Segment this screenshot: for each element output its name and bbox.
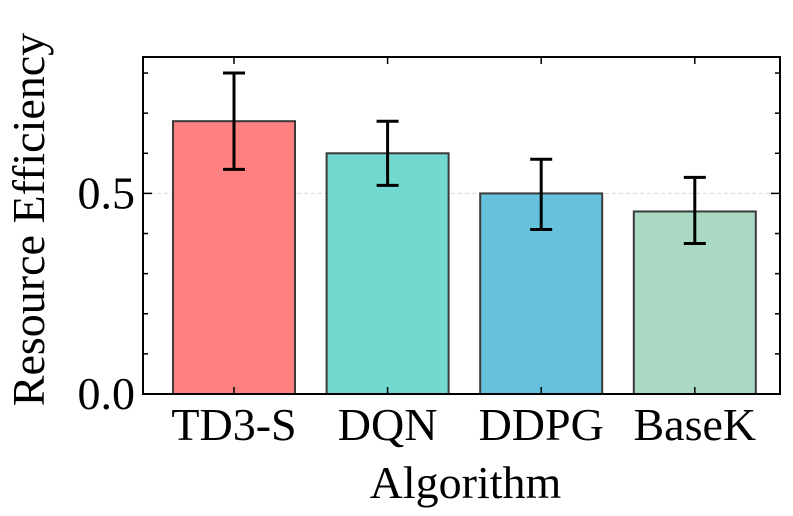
ticks-layer (143, 57, 780, 395)
x-tick-label: DDPG (479, 399, 604, 450)
x-tick-label: BaseK (633, 399, 756, 450)
y-tick-label: 0.0 (78, 368, 136, 419)
error-bars-layer (223, 71, 706, 246)
y-axis-title: Resource Efficiency (3, 33, 54, 406)
y-tick-labels: 0.0 0.5 (78, 167, 136, 419)
x-axis-title: Algorithm (370, 457, 562, 508)
plot-frame (142, 56, 781, 395)
x-tick-labels: TD3-S DQN DDPG BaseK (171, 399, 756, 450)
x-tick-label: TD3-S (171, 399, 296, 450)
x-tick-label: DQN (338, 399, 438, 450)
bar-dqn (325, 152, 450, 395)
y-tick-label: 0.5 (78, 167, 136, 218)
bars-layer (172, 120, 757, 395)
